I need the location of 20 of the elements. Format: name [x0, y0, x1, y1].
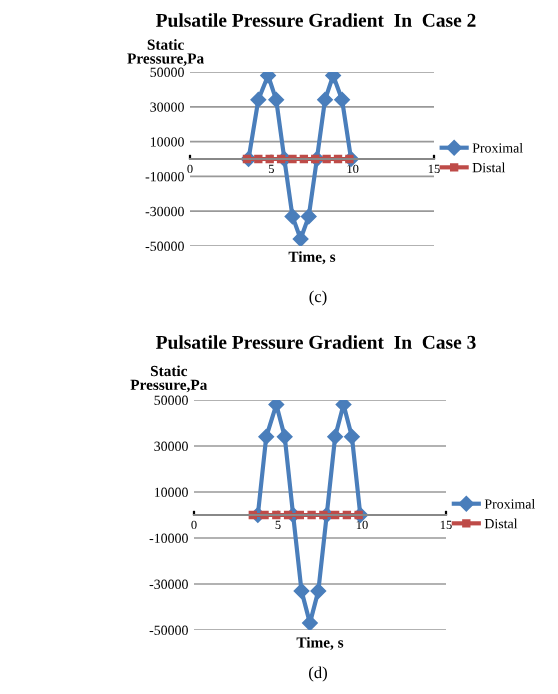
- point: [250, 92, 266, 108]
- point: [301, 208, 317, 225]
- point: [260, 72, 276, 84]
- point: [284, 208, 301, 225]
- point: [268, 92, 284, 108]
- point: [325, 72, 341, 84]
- chart-title: Pulsatile Pressure Gradient In Case 3: [156, 335, 476, 349]
- point: [268, 400, 284, 413]
- point: [310, 583, 326, 599]
- text: (c): [309, 290, 327, 306]
- point: [293, 583, 310, 599]
- point: [334, 92, 350, 108]
- point: [317, 92, 333, 108]
- chart-title: Pulsatile Pressure Gradient In Case 2: [156, 13, 476, 27]
- point: [277, 429, 293, 445]
- point: [292, 231, 309, 246]
- text: (d): [309, 666, 327, 682]
- point: [344, 429, 360, 445]
- point: [258, 429, 274, 445]
- point: [327, 429, 343, 445]
